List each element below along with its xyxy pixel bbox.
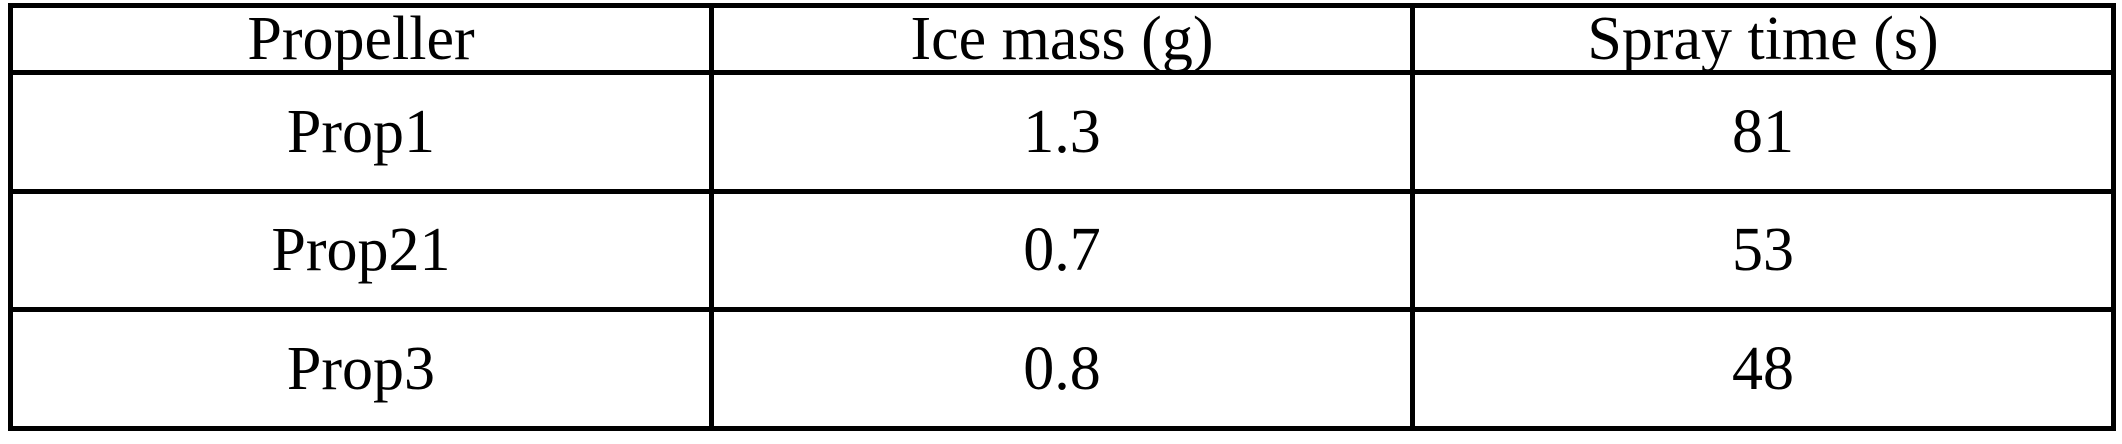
table-cell-propeller: Prop3 — [8, 307, 714, 431]
table-cell-spray-time: 81 — [1410, 70, 2116, 194]
column-header-propeller: Propeller — [8, 3, 714, 75]
column-header-spray-time: Spray time (s) — [1410, 3, 2116, 75]
table-header-row: Propeller Ice mass (g) Spray time (s) — [8, 3, 2116, 75]
table-cell-ice-mass: 0.7 — [709, 188, 1415, 313]
table-cell-ice-mass: 0.8 — [709, 307, 1415, 431]
table-cell-propeller: Prop21 — [8, 188, 714, 313]
table-cell-propeller: Prop1 — [8, 70, 714, 194]
data-table: Propeller Ice mass (g) Spray time (s) Pr… — [8, 3, 2116, 431]
table-cell-ice-mass: 1.3 — [709, 70, 1415, 194]
table-cell-spray-time: 53 — [1410, 188, 2116, 313]
table-row: Prop1 1.3 81 — [8, 70, 2116, 194]
column-header-ice-mass: Ice mass (g) — [709, 3, 1415, 75]
table-row: Prop21 0.7 53 — [8, 188, 2116, 313]
table-cell-spray-time: 48 — [1410, 307, 2116, 431]
table-row: Prop3 0.8 48 — [8, 307, 2116, 431]
